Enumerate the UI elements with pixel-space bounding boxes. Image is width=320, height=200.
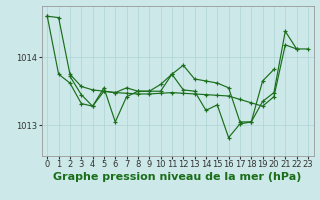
- X-axis label: Graphe pression niveau de la mer (hPa): Graphe pression niveau de la mer (hPa): [53, 172, 302, 182]
